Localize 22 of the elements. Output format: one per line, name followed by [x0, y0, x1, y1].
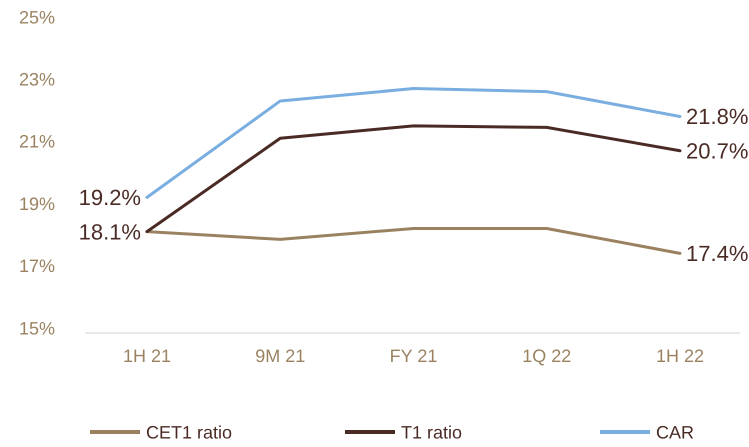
- x-tick-label: 1H 21: [122, 346, 172, 366]
- legend-label: T1 ratio: [401, 422, 462, 442]
- x-tick-label: 1H 22: [656, 346, 704, 366]
- data-label: 19.2%: [78, 185, 141, 210]
- y-tick-label: 23%: [18, 70, 55, 90]
- data-label: 17.4%: [686, 241, 748, 266]
- legend-label: CAR: [656, 422, 694, 442]
- data-label: 21.8%: [686, 104, 748, 130]
- x-tick-label: 9M 21: [255, 346, 306, 366]
- y-tick-label: 21%: [18, 132, 55, 152]
- y-tick-label: 17%: [18, 256, 55, 276]
- y-tick-label: 25%: [18, 7, 55, 28]
- data-label: 20.7%: [686, 138, 748, 164]
- line-series: [146, 124, 682, 234]
- line-series: [146, 226, 682, 255]
- data-label: 18.1%: [78, 219, 141, 244]
- x-tick-label: 1Q 22: [522, 346, 572, 366]
- y-tick-label: 15%: [18, 318, 55, 338]
- y-tick-label: 19%: [18, 194, 55, 214]
- line-series: [146, 87, 682, 199]
- legend-label: CET1 ratio: [146, 422, 232, 442]
- x-tick-label: FY 21: [390, 346, 438, 366]
